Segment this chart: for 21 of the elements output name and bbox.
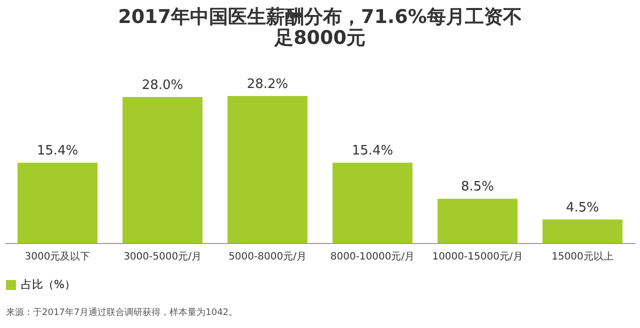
bar (438, 198, 518, 243)
chart-title: 2017年中国医生薪酬分布，71.6%每月工资不足8000元 (118, 6, 522, 49)
x-tick-label: 8000-10000元/月 (330, 252, 415, 262)
x-tick-label: 3000元及以下 (24, 250, 90, 262)
data-label: 15.4% (352, 144, 394, 159)
bar (542, 220, 622, 243)
x-tick-label: 15000元以上 (552, 250, 614, 262)
data-label: 28.2% (246, 77, 288, 92)
x-tick-label: 3000-5000元/月 (124, 252, 202, 262)
x-tick-label: 5000-8000元/月 (228, 252, 306, 262)
bar (122, 97, 202, 243)
bar (228, 96, 308, 243)
x-tick-label: 10000-15000元/月 (432, 252, 523, 262)
data-label: 28.0% (142, 78, 184, 94)
bar (332, 162, 412, 243)
data-label: 15.4% (36, 144, 78, 159)
data-label: 8.5% (460, 180, 494, 195)
source-note: 来源：于2017年7月通过联合调研获得，样本量为1042。 (5, 306, 239, 319)
legend-label: 占比（%） (21, 278, 76, 291)
data-label: 4.5% (566, 200, 600, 216)
bar (18, 162, 98, 243)
